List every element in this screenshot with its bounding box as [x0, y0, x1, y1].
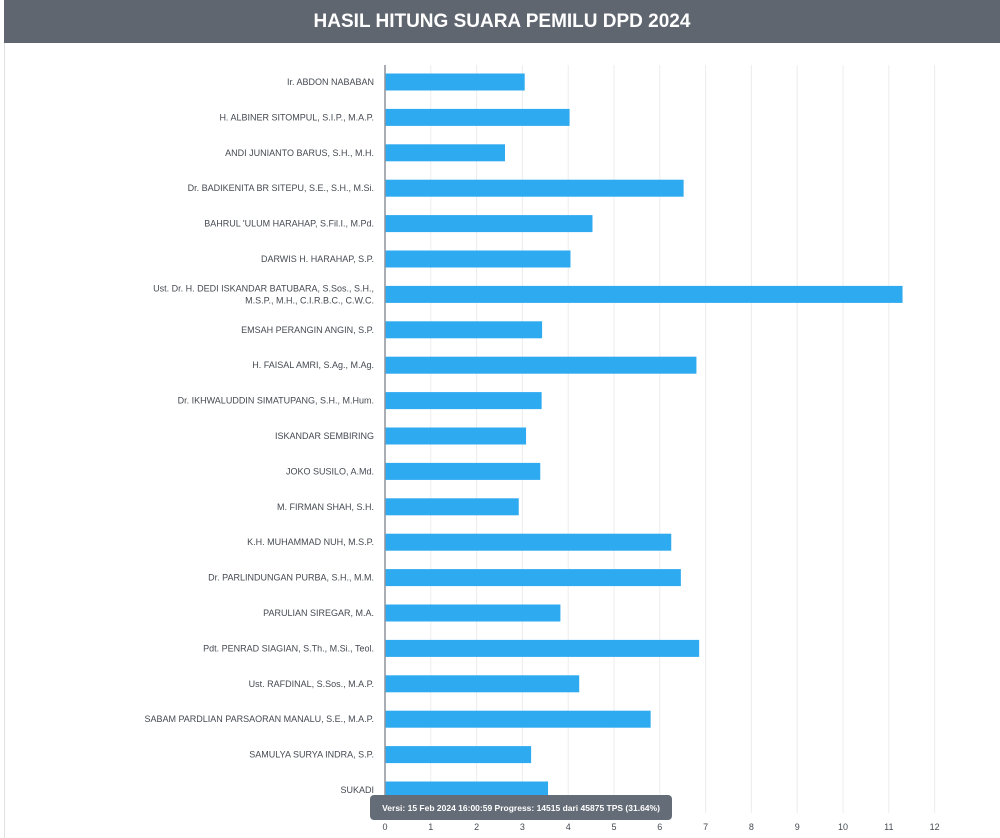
category-label: Dr. IKHWALUDDIN SIMATUPANG, S.H., M.Hum. — [178, 396, 374, 406]
category-label: Dr. BADIKENITA BR SITEPU, S.E., S.H., M.… — [188, 183, 374, 193]
category-label: SABAM PARDLIAN PARSAORAN MANALU, S.E., M… — [144, 714, 374, 724]
x-tick-label: 0 — [382, 822, 387, 832]
category-label: Ust. Dr. H. DEDI ISKANDAR BATUBARA, S.So… — [153, 283, 374, 305]
bar — [385, 356, 697, 374]
bar — [385, 675, 580, 693]
bar — [385, 533, 672, 551]
category-label: M. FIRMAN SHAH, S.H. — [277, 502, 374, 512]
tooltip-text: Versi: 15 Feb 2024 16:00:59 Progress: 14… — [382, 802, 660, 813]
category-label: Ir. ABDON NABABAN — [287, 77, 374, 87]
bar — [385, 108, 570, 126]
x-tick-label: 11 — [884, 822, 893, 832]
category-label: Pdt. PENRAD SIAGIAN, S.Th., M.Si., Teol. — [203, 643, 374, 653]
x-tick-label: 8 — [749, 822, 754, 832]
category-label: Ust. RAFDINAL, S.Sos., M.A.P. — [249, 679, 374, 689]
bar — [385, 144, 505, 162]
bar — [385, 746, 532, 764]
chart-panel: Ir. ABDON NABABAN H. ALBINER SITOMPUL, S.… — [4, 43, 1000, 838]
x-tick-label: 6 — [657, 822, 662, 832]
bar — [385, 639, 700, 657]
category-label: PARULIAN SIREGAR, M.A. — [263, 608, 374, 618]
chart-title: HASIL HITUNG SUARA PEMILU DPD 2024 — [313, 10, 691, 32]
bar — [385, 710, 651, 728]
bar — [385, 321, 543, 339]
bar — [385, 427, 527, 445]
x-tick-label: 4 — [566, 822, 571, 832]
x-tick-label: 9 — [795, 822, 800, 832]
chart-header: HASIL HITUNG SUARA PEMILU DPD 2024 — [4, 0, 1000, 44]
bar — [385, 179, 684, 197]
category-label: ANDI JUNIANTO BARUS, S.H., M.H. — [225, 148, 374, 158]
category-label: K.H. MUHAMMAD NUH, M.S.P. — [247, 537, 374, 547]
x-tick-label: 12 — [930, 822, 940, 832]
x-tick-label: 3 — [520, 822, 525, 832]
bar — [385, 498, 519, 516]
x-tick-label: 10 — [838, 822, 848, 832]
bar — [385, 604, 561, 622]
category-label: ISKANDAR SEMBIRING — [275, 431, 374, 441]
category-label: BAHRUL 'ULUM HARAHAP, S.Fil.I., M.Pd. — [204, 219, 374, 229]
category-label: Dr. PARLINDUNGAN PURBA, S.H., M.M. — [208, 573, 374, 583]
category-label: H. FAISAL AMRI, S.Ag., M.Ag. — [252, 360, 374, 370]
category-label: H. ALBINER SITOMPUL, S.I.P., M.A.P. — [219, 112, 374, 122]
bar — [385, 285, 903, 303]
bar — [385, 215, 593, 233]
category-label: EMSAH PERANGIN ANGIN, S.P. — [241, 325, 374, 335]
bar — [385, 462, 541, 480]
x-tick-label: 5 — [611, 822, 616, 832]
category-label: SUKADI — [340, 785, 374, 795]
x-tick-label: 7 — [703, 822, 708, 832]
x-tick-label: 1 — [428, 822, 433, 832]
bar — [385, 569, 681, 587]
category-label: JOKO SUSILO, A.Md. — [286, 466, 374, 476]
category-label: SAMULYA SURYA INDRA, S.P. — [249, 750, 374, 760]
x-tick-label: 2 — [474, 822, 479, 832]
bar-chart: Ir. ABDON NABABAN H. ALBINER SITOMPUL, S.… — [144, 65, 940, 832]
progress-tooltip: Versi: 15 Feb 2024 16:00:59 Progress: 14… — [370, 795, 672, 820]
bar — [385, 250, 571, 268]
bar — [385, 392, 542, 410]
category-label: DARWIS H. HARAHAP, S.P. — [261, 254, 374, 264]
bar — [385, 781, 549, 799]
bar — [385, 73, 525, 91]
